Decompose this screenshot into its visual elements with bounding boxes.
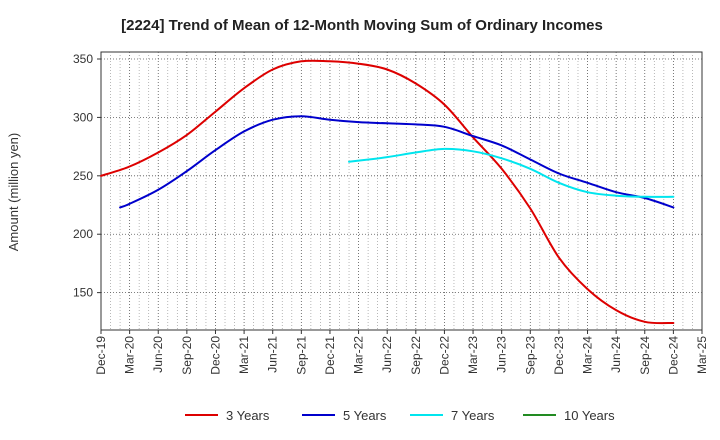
legend-label: 3 Years bbox=[226, 408, 270, 423]
x-tick-label: Sep-21 bbox=[294, 336, 308, 375]
x-tick-label: Jun-23 bbox=[495, 336, 509, 373]
legend-label: 10 Years bbox=[564, 408, 615, 423]
legend-label: 7 Years bbox=[451, 408, 495, 423]
y-axis-label: Amount (million yen) bbox=[6, 133, 21, 252]
x-tick-label: Sep-22 bbox=[409, 336, 423, 375]
plot-area bbox=[100, 51, 703, 331]
x-tick-label: Jun-24 bbox=[609, 336, 623, 373]
y-tick-label: 200 bbox=[73, 227, 93, 241]
series-line-7-years bbox=[348, 147, 675, 198]
x-tick-label: Dec-19 bbox=[94, 336, 108, 375]
x-tick-label: Dec-20 bbox=[208, 336, 222, 375]
x-tick-label: Dec-22 bbox=[437, 336, 451, 375]
series-line-5-years bbox=[119, 115, 675, 209]
x-tick-label: Jun-22 bbox=[380, 336, 394, 373]
x-tick-label: Mar-22 bbox=[352, 336, 366, 374]
x-tick-label: Sep-24 bbox=[638, 336, 652, 375]
chart-title: [2224] Trend of Mean of 12-Month Moving … bbox=[121, 17, 603, 34]
x-tick-label: Jun-20 bbox=[151, 336, 165, 373]
x-tick-label: Mar-23 bbox=[466, 336, 480, 374]
x-tick-label: Mar-24 bbox=[581, 336, 595, 374]
series-line-3-years bbox=[100, 59, 675, 325]
x-tick-label: Mar-20 bbox=[123, 336, 137, 374]
x-tick-label: Sep-20 bbox=[180, 336, 194, 375]
x-tick-label: Dec-21 bbox=[323, 336, 337, 375]
y-tick-label: 350 bbox=[73, 52, 93, 66]
x-tick-label: Jun-21 bbox=[266, 336, 280, 373]
x-tick-label: Dec-24 bbox=[666, 336, 680, 375]
legend-label: 5 Years bbox=[343, 408, 387, 423]
x-tick-label: Mar-21 bbox=[237, 336, 251, 374]
x-tick-label: Dec-23 bbox=[552, 336, 566, 375]
x-tick-label: Sep-23 bbox=[523, 336, 537, 375]
y-tick-label: 300 bbox=[73, 110, 93, 124]
y-tick-label: 250 bbox=[73, 169, 93, 183]
y-tick-label: 150 bbox=[73, 286, 93, 300]
x-tick-label: Mar-25 bbox=[695, 336, 709, 374]
